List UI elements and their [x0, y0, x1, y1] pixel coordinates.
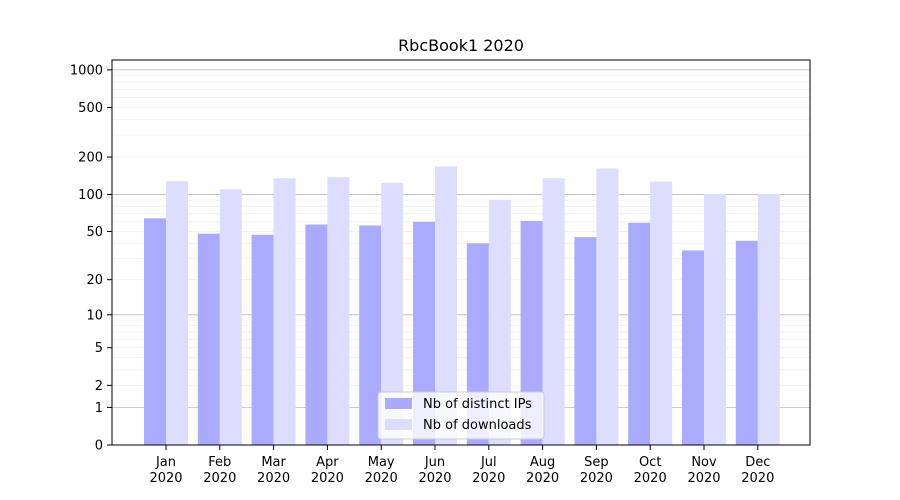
legend: Nb of distinct IPs Nb of downloads: [377, 391, 545, 440]
y-tick-label: 0: [95, 439, 103, 454]
bar-downloads: [704, 193, 726, 445]
x-tick-label-year: 2020: [580, 471, 613, 486]
bar-downloads: [327, 177, 350, 445]
x-tick-label-year: 2020: [526, 471, 559, 486]
x-tick-label-year: 2020: [741, 471, 774, 486]
chart-title: RbcBook1 2020: [398, 36, 524, 55]
x-tick-label-year: 2020: [418, 471, 451, 486]
y-axis: 0 1 2 5 10 20 50 100 200 500 1000: [70, 63, 112, 454]
bar-distinct-ips: [628, 222, 651, 445]
y-tick-label: 1000: [70, 63, 103, 78]
x-tick-label-month: Dec: [745, 455, 770, 470]
legend-label-ips: Nb of distinct IPs: [423, 397, 532, 412]
y-tick-label: 20: [86, 273, 103, 288]
x-tick-label-year: 2020: [149, 471, 182, 486]
y-tick-label: 100: [78, 188, 103, 203]
x-axis: Jan2020Feb2020Mar2020Apr2020May2020Jun20…: [149, 445, 774, 486]
bar-downloads: [435, 166, 457, 445]
bar-downloads: [596, 168, 619, 445]
x-tick-label-month: Jul: [480, 455, 497, 470]
y-tick-label: 50: [86, 225, 103, 240]
x-tick-label-month: May: [368, 455, 395, 470]
y-tick-label: 200: [78, 151, 103, 166]
x-tick-label-month: Aug: [530, 455, 555, 470]
y-tick-label: 2: [95, 379, 103, 394]
bar-distinct-ips: [574, 237, 597, 445]
x-tick-label-year: 2020: [472, 471, 505, 486]
y-tick-label: 10: [86, 308, 103, 323]
x-tick-label-month: Feb: [208, 455, 231, 470]
x-tick-label-month: Sep: [584, 455, 609, 470]
plot-frame: [111, 59, 811, 446]
legend-swatch-ips: [385, 398, 412, 409]
bar-distinct-ips: [144, 218, 166, 445]
x-tick-label-year: 2020: [203, 471, 236, 486]
bar-distinct-ips: [197, 233, 220, 445]
bar-distinct-ips: [359, 225, 382, 445]
bar-distinct-ips: [413, 221, 435, 445]
x-tick-label-year: 2020: [311, 471, 344, 486]
x-tick-label-year: 2020: [257, 471, 290, 486]
x-tick-label-month: Apr: [316, 455, 339, 470]
bar-downloads: [219, 189, 242, 445]
bar-downloads: [166, 181, 188, 445]
bar-distinct-ips: [520, 220, 543, 445]
x-tick-label-year: 2020: [365, 471, 398, 486]
x-tick-label-month: Mar: [261, 455, 286, 470]
legend-swatch-downloads: [385, 419, 412, 430]
y-tick-label: 1: [95, 401, 103, 416]
legend-frame: [377, 391, 545, 440]
bar-distinct-ips: [735, 240, 758, 445]
y-tick-label: 500: [78, 101, 103, 116]
legend-label-downloads: Nb of downloads: [423, 418, 532, 433]
x-tick-label-month: Jan: [155, 455, 176, 470]
x-tick-label-year: 2020: [634, 471, 667, 486]
bar-downloads: [757, 193, 780, 445]
bar-downloads: [381, 182, 404, 445]
x-tick-label-month: Nov: [691, 455, 717, 470]
bar-downloads: [542, 178, 565, 445]
bars: [144, 166, 780, 445]
bar-downloads: [650, 181, 673, 445]
bar-distinct-ips: [251, 234, 274, 445]
bar-downloads: [488, 200, 511, 445]
x-tick-label-year: 2020: [687, 471, 720, 486]
bar-distinct-ips: [305, 224, 328, 445]
bar-downloads: [273, 178, 296, 445]
x-tick-label-month: Oct: [639, 455, 661, 470]
x-tick-label-month: Jun: [424, 455, 445, 470]
y-tick-label: 5: [95, 341, 103, 356]
bar-distinct-ips: [682, 250, 704, 445]
